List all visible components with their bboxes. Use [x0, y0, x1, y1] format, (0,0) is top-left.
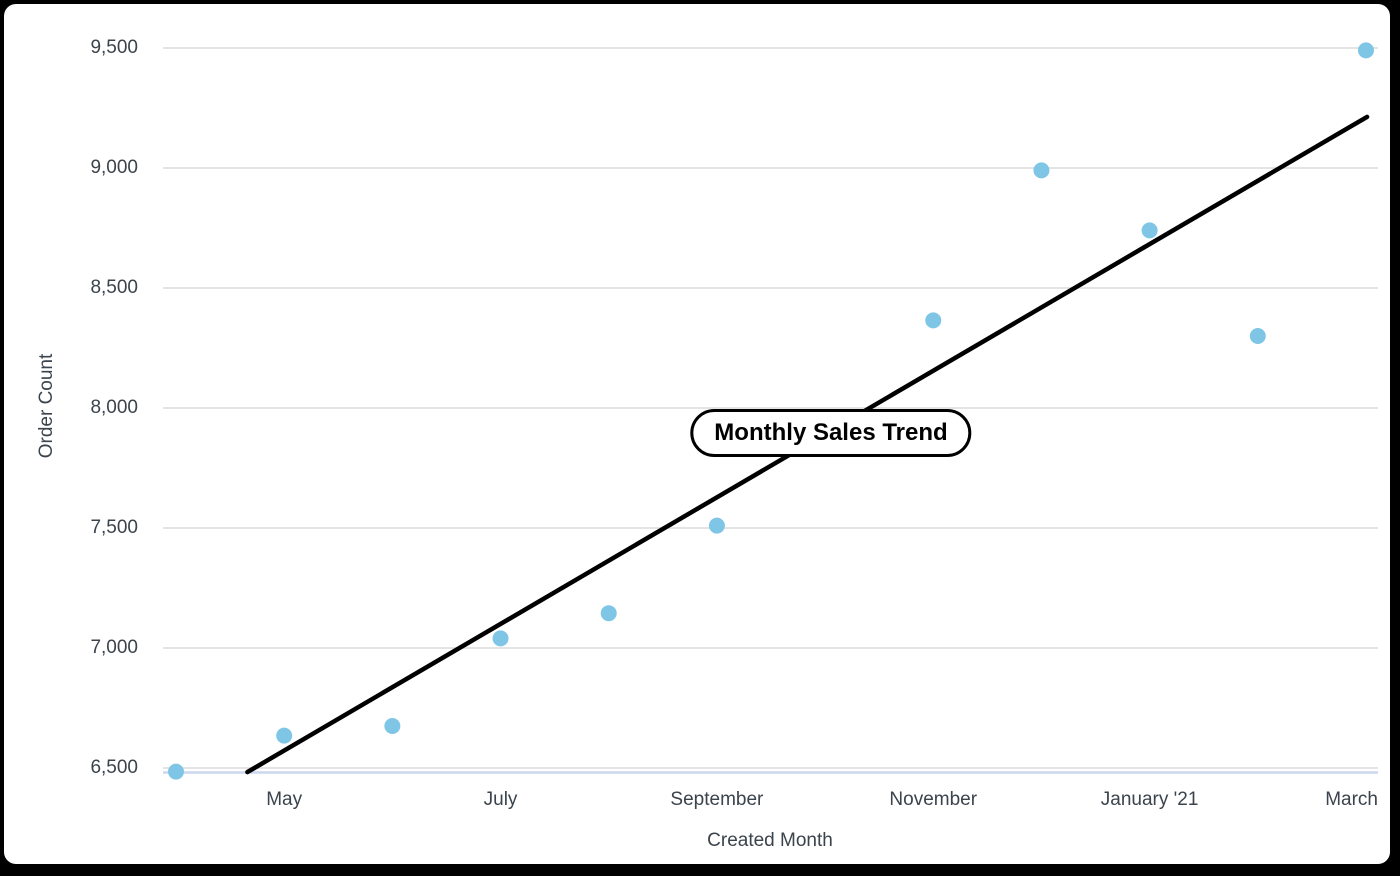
y-tick-label: 6,500: [90, 757, 138, 778]
x-tick-label: September: [670, 789, 764, 810]
data-point[interactable]: [600, 605, 617, 622]
data-point[interactable]: [1033, 162, 1050, 179]
y-tick-label: 9,000: [90, 157, 138, 178]
data-point[interactable]: [708, 517, 725, 534]
y-tick-label: 7,000: [90, 637, 138, 658]
x-tick-label: January '21: [1100, 789, 1199, 810]
y-tick-label: 8,500: [90, 277, 138, 298]
y-tick-label: 9,500: [90, 37, 138, 58]
data-point[interactable]: [168, 763, 184, 780]
data-point[interactable]: [276, 727, 293, 744]
x-tick-label: May: [266, 789, 303, 810]
scatter-chart: 6,500 7,000 7,500 8,000 8,500 9,000 9,500 May J…: [4, 4, 1390, 864]
data-point[interactable]: [1141, 222, 1158, 239]
data-point[interactable]: [1249, 328, 1266, 344]
data-point[interactable]: [384, 718, 401, 734]
data-point[interactable]: [925, 312, 942, 329]
chart-title-pill: Monthly Sales Trend: [690, 409, 972, 457]
y-tick-label: 7,500: [90, 517, 138, 538]
data-point[interactable]: [492, 630, 509, 647]
x-axis-title: Created Month: [707, 830, 833, 851]
chart-title: Monthly Sales Trend: [714, 419, 948, 446]
x-tick-label: March: [1325, 789, 1378, 810]
y-tick-label: 8,000: [90, 397, 138, 418]
y-axis-title: Order Count: [36, 353, 57, 459]
data-point[interactable]: [1357, 42, 1374, 59]
x-tick-label: July: [483, 789, 518, 810]
chart-card: 6,500 7,000 7,500 8,000 8,500 9,000 9,500 May J…: [4, 4, 1390, 864]
x-tick-label: November: [889, 789, 978, 810]
